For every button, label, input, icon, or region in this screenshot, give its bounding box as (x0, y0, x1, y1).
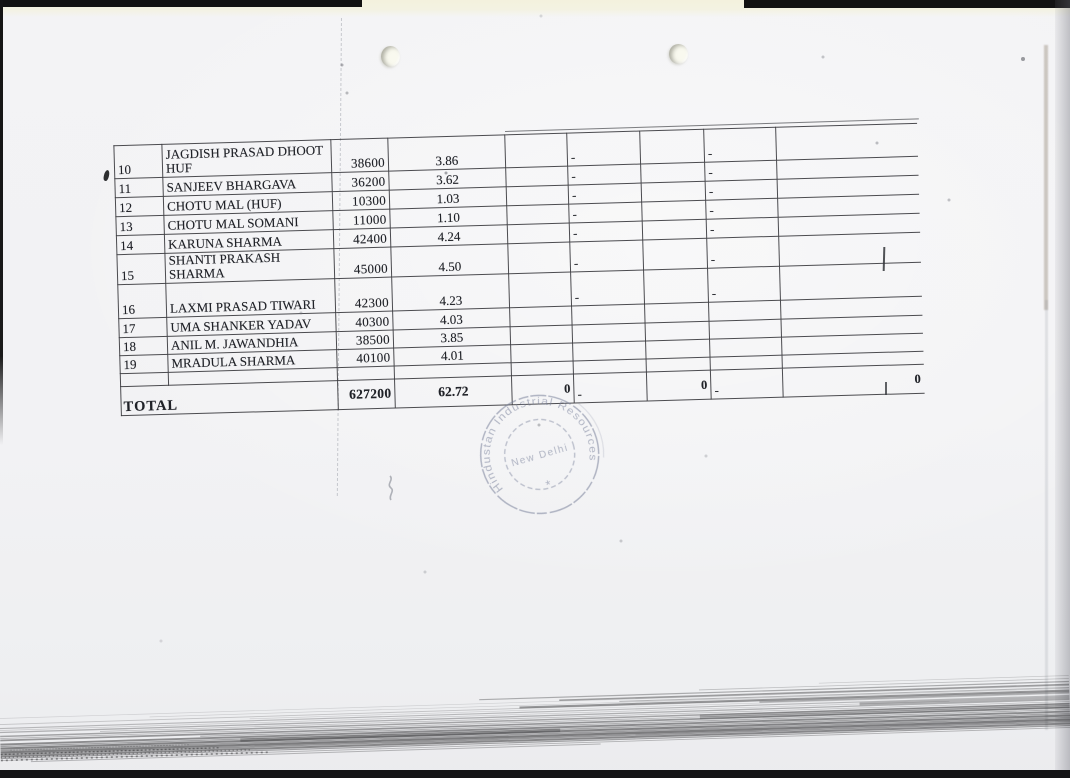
col5-cell (508, 272, 572, 308)
col8-cell: - (707, 266, 781, 303)
shares-cell: 36200 (331, 171, 390, 192)
col6-cell: - (567, 164, 642, 186)
name-cell: JAGDISH PRASAD DHOOT HUF (161, 139, 332, 178)
col8-cell: - (706, 217, 779, 239)
col7-cell (641, 181, 706, 203)
round-stamp: Hindustan Industrial Resources New Delhi… (467, 381, 605, 520)
serial-cell: 18 (119, 336, 168, 356)
col8-cell: - (705, 198, 779, 220)
col7-cell (641, 200, 707, 222)
stamp-star: * (544, 477, 553, 493)
total-col9-cell: 0 (782, 364, 925, 398)
page-edge-line (1044, 45, 1048, 310)
serial-cell: 13 (115, 215, 165, 236)
col8-cell: - (704, 160, 778, 182)
col7-cell (642, 219, 707, 241)
col6-cell: - (569, 240, 644, 273)
shares-cell: 45000 (333, 247, 392, 279)
percent-cell: 4.23 (391, 273, 510, 312)
col7-cell (644, 302, 710, 323)
pencil-squiggle (388, 475, 394, 501)
ink-blot-mark (102, 169, 111, 182)
shares-cell: 40300 (335, 311, 394, 332)
col6-cell: - (568, 183, 642, 205)
col9-cell (778, 232, 921, 267)
page-edge-shadow (1055, 0, 1070, 772)
col6-cell: - (570, 270, 645, 307)
name-cell: LAXMI PRASAD TIWARI (165, 278, 336, 318)
col7-cell (645, 321, 710, 341)
col7-cell (639, 129, 705, 165)
hole-punch-right (669, 44, 688, 64)
page-edge-line-lower (1045, 300, 1048, 730)
col8-cell (709, 319, 782, 340)
col6-cell: - (569, 221, 643, 243)
col6-cell (572, 340, 647, 362)
scanner-edge-left (0, 0, 3, 445)
col6-cell (571, 304, 646, 326)
total-col7-cell: 0 (646, 370, 712, 401)
percent-cell: 3.86 (387, 134, 506, 172)
shares-cell: 10300 (332, 190, 390, 211)
total-shares-cell: 627200 (337, 379, 396, 410)
col5-cell (510, 325, 573, 345)
serial-cell: 15 (116, 253, 166, 285)
col5-cell (504, 133, 568, 168)
total-label-cell: TOTAL (120, 380, 339, 416)
shares-cell: 42300 (334, 277, 393, 313)
shares-cell: 42400 (333, 228, 391, 249)
serial-cell: 10 (113, 144, 163, 179)
shares-cell: 40100 (336, 348, 395, 368)
col7-cell (642, 238, 708, 271)
serial-cell: 12 (115, 196, 164, 217)
col6-cell: - (568, 202, 643, 224)
col8-cell: - (706, 236, 780, 269)
col8-cell (709, 337, 782, 358)
serial-cell: 11 (114, 177, 164, 198)
col8-cell: - (705, 179, 778, 201)
col8-cell: - (703, 127, 777, 163)
col5-cell (510, 343, 574, 363)
col5-cell (507, 223, 570, 244)
stamp-ghost-ring (475, 389, 605, 520)
col5-cell (506, 204, 570, 225)
total-col8-cell: - (710, 368, 784, 400)
scanner-edge-top-left (0, 0, 362, 7)
col7-cell (645, 339, 711, 359)
col8-cell (708, 300, 781, 322)
stamp-city-text: New Delhi (510, 442, 570, 469)
scanner-noise-band (0, 675, 1070, 763)
scanner-edge-bottom (0, 770, 1070, 778)
col7-cell (643, 268, 709, 305)
stamp-outer-ring (479, 394, 600, 515)
name-cell: SHANTI PRAKASH SHARMA (164, 248, 335, 284)
hole-punch-left (381, 46, 400, 67)
percent-cell: 4.50 (390, 243, 509, 278)
col9-cell (779, 262, 922, 301)
shares-cell: 38500 (336, 330, 394, 350)
stamp-arc-text: Hindustan Industrial Resources (467, 381, 604, 496)
col5-cell (506, 185, 569, 206)
serial-cell: 19 (119, 354, 169, 374)
svg-text:Hindustan Industrial Resources: Hindustan Industrial Resources (467, 381, 604, 496)
col6-cell: - (566, 131, 641, 167)
pen-tick-lower (885, 382, 887, 395)
col9-cell (775, 123, 918, 161)
serial-cell: 14 (116, 234, 165, 255)
serial-cell: 16 (117, 283, 167, 319)
scanner-edge-top-right (744, 0, 1070, 8)
dust-specks (0, 0, 2, 2)
col5-cell (505, 166, 569, 187)
col5-cell (509, 306, 573, 327)
shareholder-table: 10 JAGDISH PRASAD DHOOT HUF 38600 3.86 -… (113, 123, 925, 416)
shares-cell: 38600 (330, 138, 389, 173)
shares-cell: 11000 (332, 209, 391, 230)
col5-cell (507, 242, 571, 274)
serial-cell: 17 (118, 317, 168, 338)
stamp-inner-ring (503, 418, 576, 491)
col7-cell (640, 162, 706, 184)
col6-cell (572, 322, 646, 344)
